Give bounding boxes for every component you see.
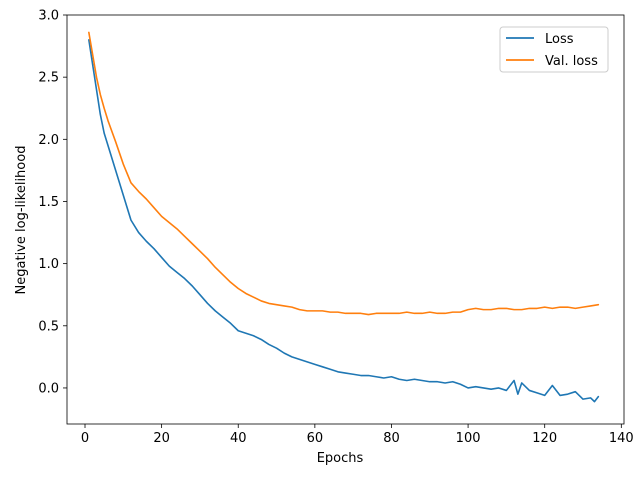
- y-tick-label: 1.5: [38, 195, 59, 210]
- y-tick-label: 0.5: [38, 319, 59, 334]
- y-tick-label: 3.0: [38, 9, 59, 24]
- plot-area: [88, 31, 600, 403]
- legend-label-loss: Loss: [545, 32, 574, 47]
- x-tick-label: 40: [230, 431, 247, 446]
- x-tick-label: 20: [153, 431, 170, 446]
- legend: Loss Val. loss: [499, 26, 609, 73]
- axes-frame: [66, 14, 625, 425]
- x-tick-label: 0: [81, 431, 89, 446]
- series-line-loss: [88, 39, 600, 403]
- x-tick-label: 60: [307, 431, 324, 446]
- x-tick-label: 80: [383, 431, 400, 446]
- x-tick-label: 100: [456, 431, 481, 446]
- series-line-val-loss: [88, 31, 600, 316]
- y-axis: 0.0 0.5 1.0 1.5 2.0 2.5 3.0: [38, 9, 67, 396]
- y-axis-label: Negative log-likelihood: [14, 146, 29, 295]
- x-axis-label: Epochs: [317, 451, 364, 466]
- y-tick-label: 2.5: [38, 71, 59, 86]
- y-tick-label: 2.0: [38, 133, 59, 148]
- x-tick-label: 120: [532, 431, 557, 446]
- y-tick-label: 1.0: [38, 257, 59, 272]
- legend-label-val-loss: Val. loss: [545, 54, 598, 69]
- x-tick-label: 140: [609, 431, 634, 446]
- x-axis: 0 20 40 60 80 100 120 140: [81, 424, 634, 446]
- y-tick-label: 0.0: [38, 381, 59, 396]
